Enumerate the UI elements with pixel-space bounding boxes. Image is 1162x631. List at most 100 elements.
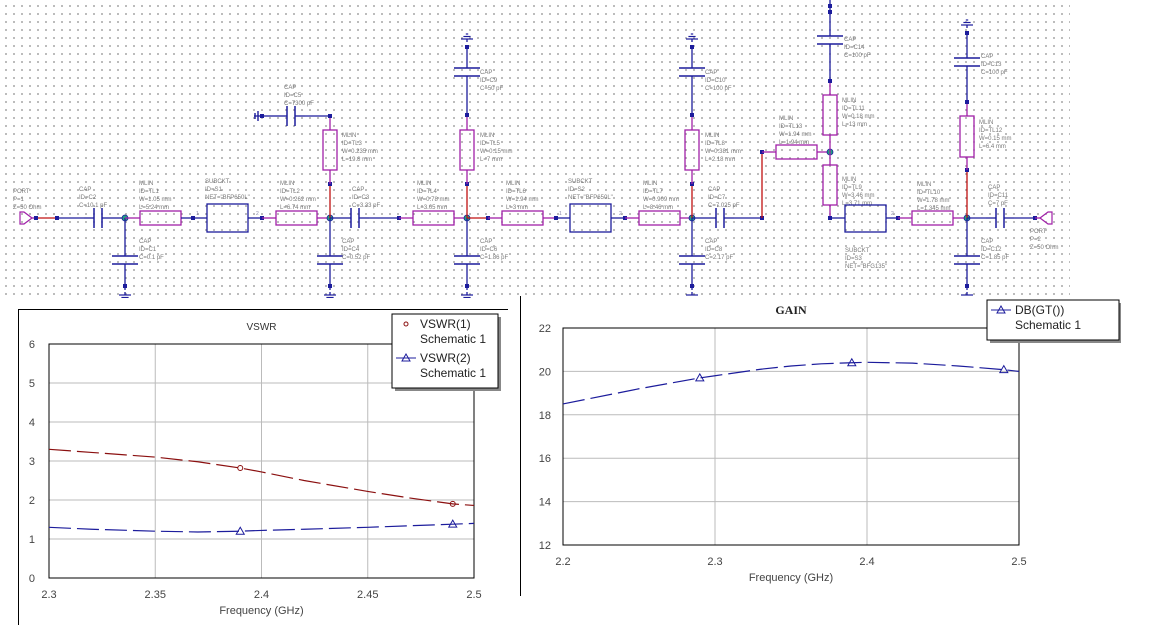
mlin-tl6[interactable]: [501, 210, 544, 226]
component-label-text: SUBCKT: [845, 248, 870, 254]
component-label-text: C=10.1 pF: [79, 203, 108, 209]
component-label-text: C=7 pF: [988, 201, 1008, 207]
label-port1: PORT P=1 Z=50 Ohm: [13, 189, 42, 211]
y-tick-label: 5: [29, 378, 35, 390]
component-label-text: L=5.24 mm: [139, 205, 169, 211]
component-label-text: MLIN: [342, 133, 356, 139]
label-s3: SUBCKT ID=S3 NET="BFG135": [845, 248, 887, 270]
component-label-text: P=1: [13, 197, 25, 203]
mlin-tl5[interactable]: [459, 129, 475, 171]
component-label-text: CAP: [139, 239, 151, 245]
component-label-text: ID=TL10: [917, 190, 941, 196]
schematic-canvas[interactable]: PORT P=1 Z=50 Ohm CAP ID=C2 C=10.1 pF CAP ID=C1…: [0, 0, 1070, 298]
component-label-text: ID=S3: [845, 256, 863, 262]
component-label-text: ID=TL13: [779, 124, 803, 130]
component-label-text: C=2.17 pF: [705, 255, 734, 261]
mlin-tl2[interactable]: [275, 210, 318, 226]
mlin-tl10[interactable]: [911, 210, 954, 226]
component-label-text: ID=C2: [79, 195, 97, 201]
component-label-text: W=0.15 mm: [480, 149, 513, 155]
label-c5: CAP ID=C5 C=7300 pF: [284, 85, 314, 107]
component-label-text: NET="BFP650L": [568, 195, 613, 201]
pin-marker: [828, 4, 832, 8]
subckt-s1[interactable]: [206, 203, 249, 233]
port-port1[interactable]: [19, 211, 33, 225]
x-tick-label: 2.3: [41, 589, 56, 601]
pin-marker: [690, 45, 694, 49]
pin-marker: [123, 284, 127, 288]
component-label-text: ID=S2: [568, 187, 586, 193]
legend-series-source: Schematic 1: [1015, 318, 1081, 332]
data-marker-triangle: [998, 364, 1009, 374]
component-label-text: ID=C8: [705, 247, 723, 253]
component-label-text: CAP: [844, 37, 856, 43]
mlin-tl13[interactable]: [775, 144, 818, 160]
component-label-text: ID=C12: [981, 247, 1002, 253]
component-label-text: ID=C14: [844, 45, 865, 51]
gain-graph-window[interactable]: GAIN 12 14 16 18 20 22 2.2 2.3 2.4 2.5 Frequency (G…: [520, 296, 1122, 596]
component-label-text: MLIN: [417, 181, 431, 187]
label-c9: CAP ID=C9 C=50 pF: [480, 70, 504, 92]
mlin-tl9[interactable]: [822, 164, 838, 206]
label-tl12: MLIN ID=TL12 W=0.15 mm L=6.4 mm: [979, 120, 1012, 150]
component-label-text: CAP: [480, 70, 492, 76]
y-tick-label: 6: [29, 339, 35, 351]
component-label-text: ID=TL1: [139, 189, 160, 195]
component-label-text: MLIN: [139, 181, 153, 187]
vswr-graph-window[interactable]: VSWR 0 1 2 3 4 5 6 2.3 2.35 2.4 2.45 2.5 Frequency (G…: [18, 309, 508, 625]
component-label-text: ID=C1: [139, 247, 157, 253]
component-label-text: ID=S1: [205, 187, 223, 193]
mlin-tl11[interactable]: [822, 94, 838, 136]
chart-title: VSWR: [247, 322, 277, 333]
component-label-text: C=7.025 pF: [708, 203, 740, 209]
mlin-tl3[interactable]: [322, 129, 338, 171]
component-label-text: C=1.86 pF: [480, 255, 509, 261]
component-label-text: W=0.15 mm: [979, 136, 1012, 142]
component-label-text: MLIN: [979, 120, 993, 126]
component-label-text: NET="BFG135": [845, 264, 887, 270]
legend-series-source: Schematic 1: [420, 366, 486, 380]
label-c7: CAP ID=C7 C=7.025 pF: [708, 187, 740, 209]
y-tick-label: 0: [29, 573, 35, 585]
component-label-text: ID=TL4: [417, 189, 438, 195]
component-label-text: ID=C13: [981, 62, 1002, 68]
legend-box[interactable]: [986, 299, 1120, 341]
component-label-text: SUBCKT: [568, 179, 593, 185]
component-label-text: W=0.381 mm: [705, 149, 741, 155]
schematic-drawing: PORT P=1 Z=50 Ohm CAP ID=C2 C=10.1 pF CAP ID=C1…: [13, 0, 1059, 298]
component-label-text: MLIN: [917, 182, 931, 188]
subckt-s3[interactable]: [844, 204, 887, 233]
mlin-tl7[interactable]: [638, 210, 681, 226]
component-label-text: PORT: [1030, 229, 1047, 235]
legend-marker-triangle: [996, 304, 1006, 314]
legend-box[interactable]: [391, 313, 499, 389]
port-port2[interactable]: [1039, 211, 1053, 225]
x-tick-label: 2.5: [466, 589, 481, 601]
pin-number: 2: [891, 211, 894, 217]
component-label-text: ID=C7: [708, 195, 726, 201]
pin-number: 2: [619, 211, 622, 217]
mlin-tl12[interactable]: [959, 115, 975, 158]
series-line-1: [48, 522, 475, 533]
component-label-text: L=3.05 mm: [417, 205, 447, 211]
label-c2: CAP ID=C2 C=10.1 pF: [79, 187, 108, 209]
component-label-text: L=1.94 mm: [779, 140, 809, 146]
component-label-text: Z=50 Ohm: [1030, 245, 1059, 251]
y-tick-label: 1: [29, 534, 35, 546]
mlin-tl1[interactable]: [139, 210, 182, 226]
component-label-text: MLIN: [779, 116, 793, 122]
y-tick-label: 16: [539, 453, 551, 465]
component-label-text: C=0.1 pF: [139, 255, 164, 261]
pin-number: 1: [196, 211, 199, 217]
mlin-tl4[interactable]: [412, 210, 455, 226]
mlin-tl8[interactable]: [684, 129, 700, 171]
component-label-text: ID=C10: [705, 78, 726, 84]
subckt-s2[interactable]: [569, 203, 612, 233]
component-label-text: MLIN: [506, 181, 520, 187]
data-marker-triangle: [846, 357, 857, 367]
pin-marker: [690, 284, 694, 288]
data-marker-triangle: [447, 519, 458, 528]
x-tick-label: 2.35: [145, 589, 166, 601]
component-label-text: CAP: [981, 239, 993, 245]
label-port2: PORT P=2 Z=50 Ohm: [1030, 229, 1059, 251]
